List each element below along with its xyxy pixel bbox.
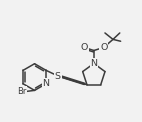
Text: N: N (90, 59, 97, 68)
Text: O: O (100, 43, 107, 52)
Text: S: S (55, 72, 61, 81)
Text: N: N (43, 79, 50, 88)
Text: Br: Br (17, 87, 27, 96)
Text: O: O (81, 43, 88, 52)
